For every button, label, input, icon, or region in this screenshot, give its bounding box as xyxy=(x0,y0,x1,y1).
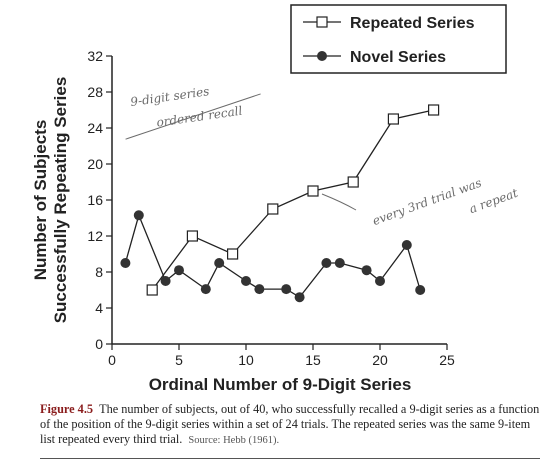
novel-series-point xyxy=(200,284,211,295)
novel-series-point xyxy=(120,258,131,268)
novel-series-point xyxy=(294,292,305,303)
legend-box xyxy=(290,4,507,74)
repeated-series-point xyxy=(307,185,319,197)
y-tick-label: 8 xyxy=(95,264,103,280)
x-tick-label: 20 xyxy=(372,352,388,368)
x-tick-label: 15 xyxy=(305,352,321,368)
novel-series-point xyxy=(214,258,225,268)
legend-marker-repeated xyxy=(316,16,328,28)
caption-rule xyxy=(40,458,540,459)
caption-source: Source: Hebb (1961). xyxy=(188,435,280,446)
y-tick-label: 28 xyxy=(87,84,103,100)
x-tick-label: 5 xyxy=(175,352,183,368)
y-axis-title: Number of Subjects Successfully Repeatin… xyxy=(31,77,70,324)
novel-series-point xyxy=(281,284,292,295)
y-tick-label: 4 xyxy=(95,300,103,316)
legend-label-novel: Novel Series xyxy=(350,49,446,66)
repeated-series-point xyxy=(267,203,279,215)
y-tick-label: 32 xyxy=(87,48,103,64)
repeated-series-point xyxy=(186,230,198,242)
series-lines xyxy=(124,109,434,299)
y-axis-title-line-1: Number of Subjects xyxy=(31,120,50,281)
axis-ticks: 0 4 8 12 16 20 24 28 32 0 5 10 15 20 25 xyxy=(87,48,455,368)
repeated-series-point xyxy=(146,284,158,296)
handwritten-note-2: every 3rd trial was a repeat xyxy=(371,176,520,228)
legend-label-repeated: Repeated Series xyxy=(350,15,475,32)
y-tick-label: 0 xyxy=(95,336,103,352)
y-tick-label: 16 xyxy=(87,192,103,208)
novel-series-point xyxy=(321,258,332,268)
x-tick-label: 25 xyxy=(439,352,455,368)
y-axis-title-line-2: Successfully Repeating Series xyxy=(51,77,70,324)
chart: 0 4 8 12 16 20 24 28 32 0 5 10 15 20 25 Ordinal Number… xyxy=(31,4,520,394)
novel-series-point xyxy=(334,258,345,268)
novel-series-point xyxy=(133,210,144,221)
handwritten-underline xyxy=(125,93,261,140)
y-tick-label: 12 xyxy=(87,228,103,244)
repeated-series-point xyxy=(347,176,359,188)
x-tick-label: 10 xyxy=(238,352,254,368)
y-tick-label: 24 xyxy=(87,120,103,136)
novel-series-point xyxy=(160,276,171,286)
handwritten-pointer xyxy=(321,193,357,211)
figure-label: Figure 4.5 xyxy=(40,402,94,416)
novel-series-point xyxy=(361,265,372,276)
repeated-series-point xyxy=(227,248,239,260)
handwritten-note-2-line-1: every 3rd trial was xyxy=(371,176,484,228)
handwritten-note-1-line-1: 9-digit series xyxy=(129,84,210,109)
x-axis-title: Ordinal Number of 9-Digit Series xyxy=(149,375,412,394)
series-markers xyxy=(120,104,440,303)
novel-series-point xyxy=(174,265,184,276)
novel-series-point xyxy=(415,285,426,295)
figure-caption: Figure 4.5 The number of subjects, out of… xyxy=(40,402,540,448)
y-tick-label: 20 xyxy=(87,156,103,172)
legend-marker-novel xyxy=(317,51,327,61)
x-tick-label: 0 xyxy=(108,352,116,368)
novel-series-line xyxy=(124,213,421,299)
handwritten-note-1-line-2: ordered recall xyxy=(156,104,244,130)
repeated-series-line xyxy=(151,109,434,291)
novel-series-point xyxy=(254,284,265,295)
novel-series-point xyxy=(401,240,412,250)
caption-text: The number of subjects, out of 40, who s… xyxy=(40,402,540,446)
repeated-series-point xyxy=(387,113,399,125)
legend: Repeated Series Novel Series xyxy=(290,4,507,74)
novel-series-point xyxy=(375,276,385,286)
handwritten-note-1: 9-digit series ordered recall xyxy=(125,84,261,140)
novel-series-point xyxy=(241,276,251,286)
repeated-series-point xyxy=(428,104,440,116)
